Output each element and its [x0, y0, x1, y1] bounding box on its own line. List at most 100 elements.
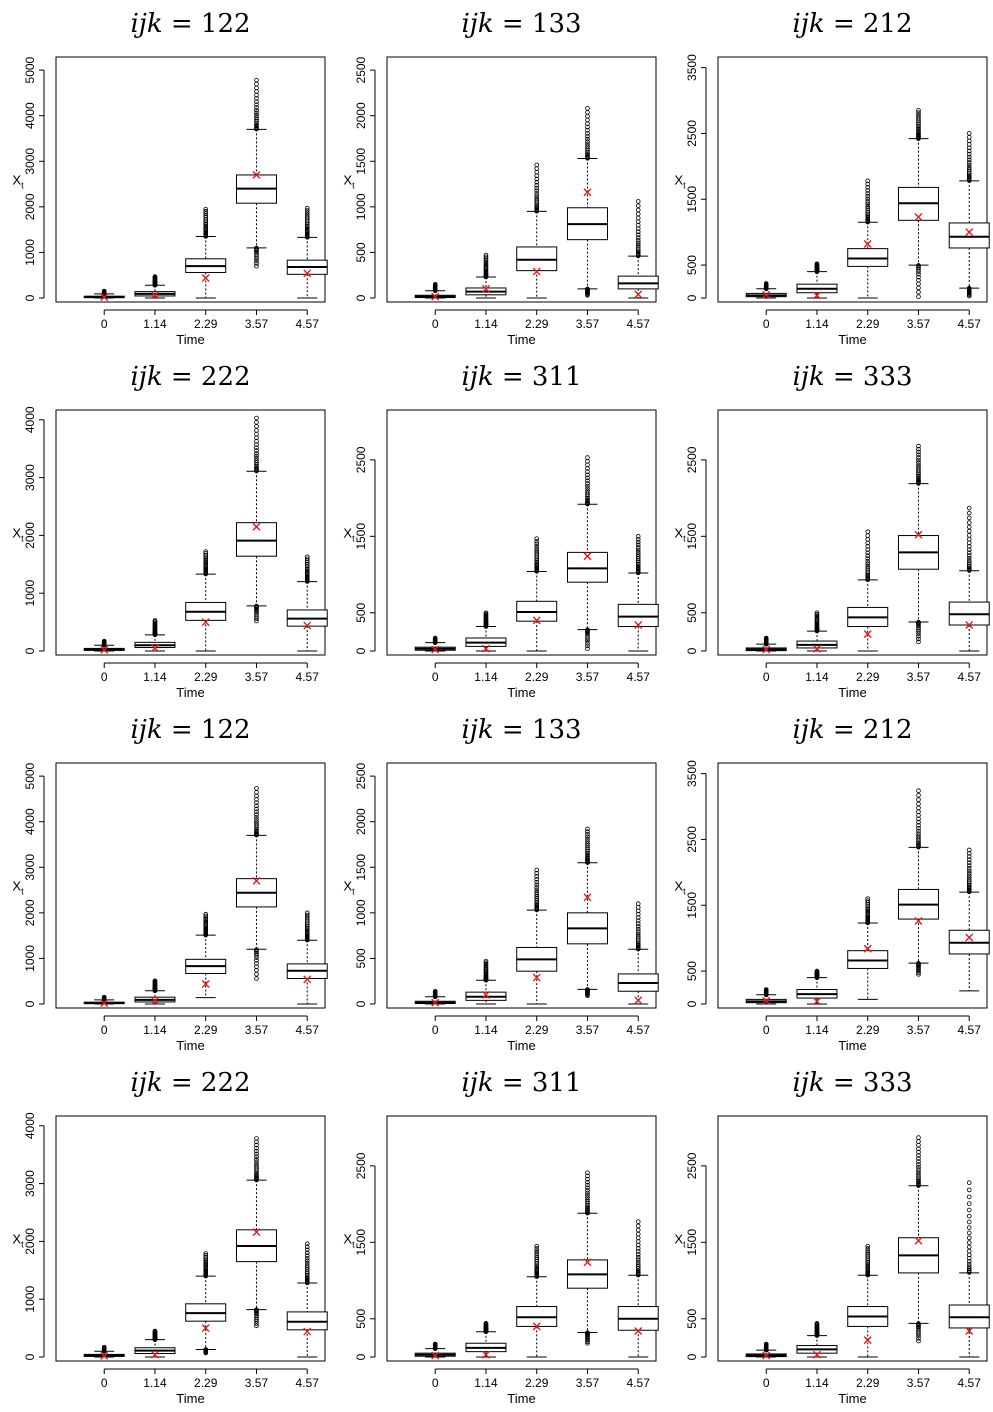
- x-tick-label: 4.57: [627, 1376, 651, 1390]
- outlier-point: [966, 847, 972, 853]
- x-tick-label: 0: [101, 1023, 108, 1037]
- y-axis-label: Xt: [12, 173, 24, 191]
- box-3: [897, 788, 939, 977]
- chart-title: ijk = 212: [792, 9, 912, 39]
- outlier-point: [916, 639, 921, 645]
- box-4: [617, 1219, 659, 1358]
- x-axis-label: Time: [507, 685, 535, 700]
- outlier-point: [585, 841, 590, 846]
- outlier-point: [585, 853, 590, 859]
- title-value: = 311: [494, 1068, 582, 1098]
- outlier-point: [534, 559, 540, 565]
- box-4: [286, 1241, 328, 1358]
- y-tick-label: 1000: [23, 580, 37, 607]
- box-2: [185, 206, 227, 299]
- outlier-point: [916, 114, 921, 120]
- outlier-point: [203, 1253, 209, 1258]
- box-4: [286, 205, 328, 299]
- outlier-point: [534, 894, 540, 899]
- observed-marker: [431, 645, 440, 654]
- outlier-point: [483, 259, 489, 265]
- outlier-point: [966, 293, 972, 299]
- box-0: [745, 1341, 787, 1360]
- outlier-point: [254, 1171, 259, 1176]
- box-0: [83, 994, 125, 1008]
- x-tick-label: 2.29: [194, 1376, 218, 1390]
- box-1: [796, 968, 838, 1006]
- outlier-point: [763, 281, 769, 286]
- outlier-point: [966, 173, 972, 179]
- box-4: [948, 505, 990, 652]
- outlier-point: [865, 1252, 871, 1258]
- outlier-point: [966, 1201, 972, 1206]
- outlier-point: [916, 455, 921, 460]
- outlier-point: [432, 988, 438, 994]
- x-tick-label: 2.29: [525, 670, 549, 684]
- outlier-point: [966, 1180, 972, 1185]
- outlier-point: [254, 1142, 259, 1148]
- x-tick-label: 2.29: [525, 317, 549, 331]
- chart-panel: ijk = 333 0 500 1500 2500 Xt 0 1.14 2.29 3.57 4.57…: [662, 1059, 993, 1412]
- outlier-point: [585, 481, 590, 486]
- outlier-point: [966, 863, 972, 868]
- outlier-point: [916, 443, 921, 449]
- outlier-point: [814, 610, 820, 616]
- outlier-point: [534, 887, 540, 893]
- x-tick-label: 1.14: [143, 1376, 167, 1390]
- outlier-point: [814, 614, 820, 620]
- y-tick-label: 500: [354, 242, 368, 262]
- outlier-point: [916, 842, 921, 847]
- outlier-point: [203, 549, 209, 554]
- outlier-point: [966, 885, 972, 891]
- boxplot-chart: ijk = 222 0 1000 2000 3000 4000 Xt 0 1.14 2.29 3.5…: [12, 1068, 328, 1406]
- outlier-point: [254, 415, 259, 421]
- outlier-point: [304, 925, 310, 931]
- y-tick-label: 0: [354, 1000, 368, 1007]
- observed-marker: [252, 876, 261, 885]
- x-axis-label: Time: [507, 1038, 535, 1053]
- plot-frame: [717, 409, 988, 656]
- outlier-point: [254, 618, 259, 624]
- outlier-point: [865, 565, 871, 571]
- y-axis-label: Xt: [12, 526, 24, 544]
- y-tick-label: 2500: [354, 446, 368, 473]
- outlier-point: [966, 882, 972, 888]
- y-tick-label: 2500: [685, 826, 699, 853]
- outlier-point: [254, 428, 259, 433]
- outlier-point: [585, 1182, 590, 1188]
- observed-marker: [914, 530, 923, 539]
- chart-title: ijk = 122: [130, 9, 250, 39]
- outlier-point: [635, 1252, 641, 1257]
- y-tick-label: 0: [354, 294, 368, 301]
- x-tick-label: 0: [101, 1376, 108, 1390]
- outlier-point: [865, 572, 871, 578]
- y-tick-label: 3000: [23, 464, 37, 491]
- x-tick-label: 3.57: [245, 1376, 269, 1390]
- iqr-box: [617, 603, 659, 628]
- box-2: [847, 529, 889, 652]
- outlier-point: [585, 152, 590, 158]
- outlier-point: [865, 558, 871, 564]
- y-tick-label: 500: [354, 948, 368, 968]
- outlier-point: [585, 826, 590, 832]
- outlier-point: [254, 1145, 259, 1151]
- outlier-point: [916, 1139, 921, 1144]
- outlier-point: [916, 126, 921, 132]
- outlier-point: [635, 550, 641, 555]
- outlier-point: [483, 964, 489, 970]
- outlier-point: [966, 851, 972, 856]
- outlier-point: [865, 574, 871, 579]
- outlier-point: [585, 631, 590, 636]
- x-tick-label: 1.14: [805, 670, 829, 684]
- chart-title: ijk = 333: [792, 1068, 912, 1098]
- x-axis-label: Time: [838, 1038, 866, 1053]
- observed-marker: [431, 1351, 440, 1360]
- outlier-point: [534, 185, 540, 191]
- outlier-point: [966, 162, 972, 168]
- outlier-point: [916, 622, 921, 627]
- x-tick-label: 4.57: [296, 1023, 320, 1037]
- outlier-point: [203, 1261, 209, 1266]
- outlier-point: [203, 1259, 209, 1265]
- outlier-point: [966, 1225, 972, 1230]
- outlier-point: [635, 933, 641, 939]
